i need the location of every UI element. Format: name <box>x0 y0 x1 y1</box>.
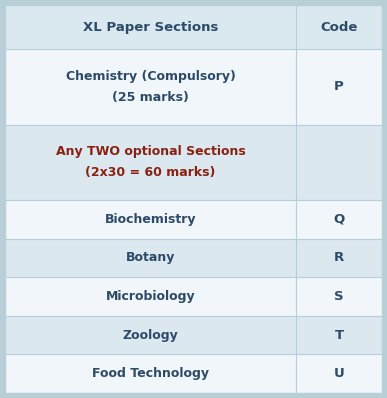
Text: Any TWO optional Sections: Any TWO optional Sections <box>56 145 245 158</box>
Text: T: T <box>334 329 344 341</box>
Text: Botany: Botany <box>126 252 175 264</box>
Bar <box>5 5 382 49</box>
Text: (25 marks): (25 marks) <box>112 91 189 104</box>
Bar <box>5 238 382 277</box>
Bar <box>5 354 382 393</box>
Text: P: P <box>334 80 344 93</box>
Text: (2x30 = 60 marks): (2x30 = 60 marks) <box>86 166 216 179</box>
Text: S: S <box>334 290 344 303</box>
Text: R: R <box>334 252 344 264</box>
Bar <box>5 49 382 125</box>
Text: Chemistry (Compulsory): Chemistry (Compulsory) <box>65 70 235 83</box>
Bar <box>5 125 382 200</box>
Text: Microbiology: Microbiology <box>106 290 195 303</box>
Text: U: U <box>334 367 344 380</box>
Text: Zoology: Zoology <box>123 329 178 341</box>
Bar <box>5 200 382 238</box>
Text: Code: Code <box>320 21 358 33</box>
Bar <box>5 316 382 354</box>
Text: Biochemistry: Biochemistry <box>105 213 196 226</box>
Text: Q: Q <box>334 213 345 226</box>
Text: XL Paper Sections: XL Paper Sections <box>83 21 218 33</box>
Text: Food Technology: Food Technology <box>92 367 209 380</box>
Bar <box>5 277 382 316</box>
